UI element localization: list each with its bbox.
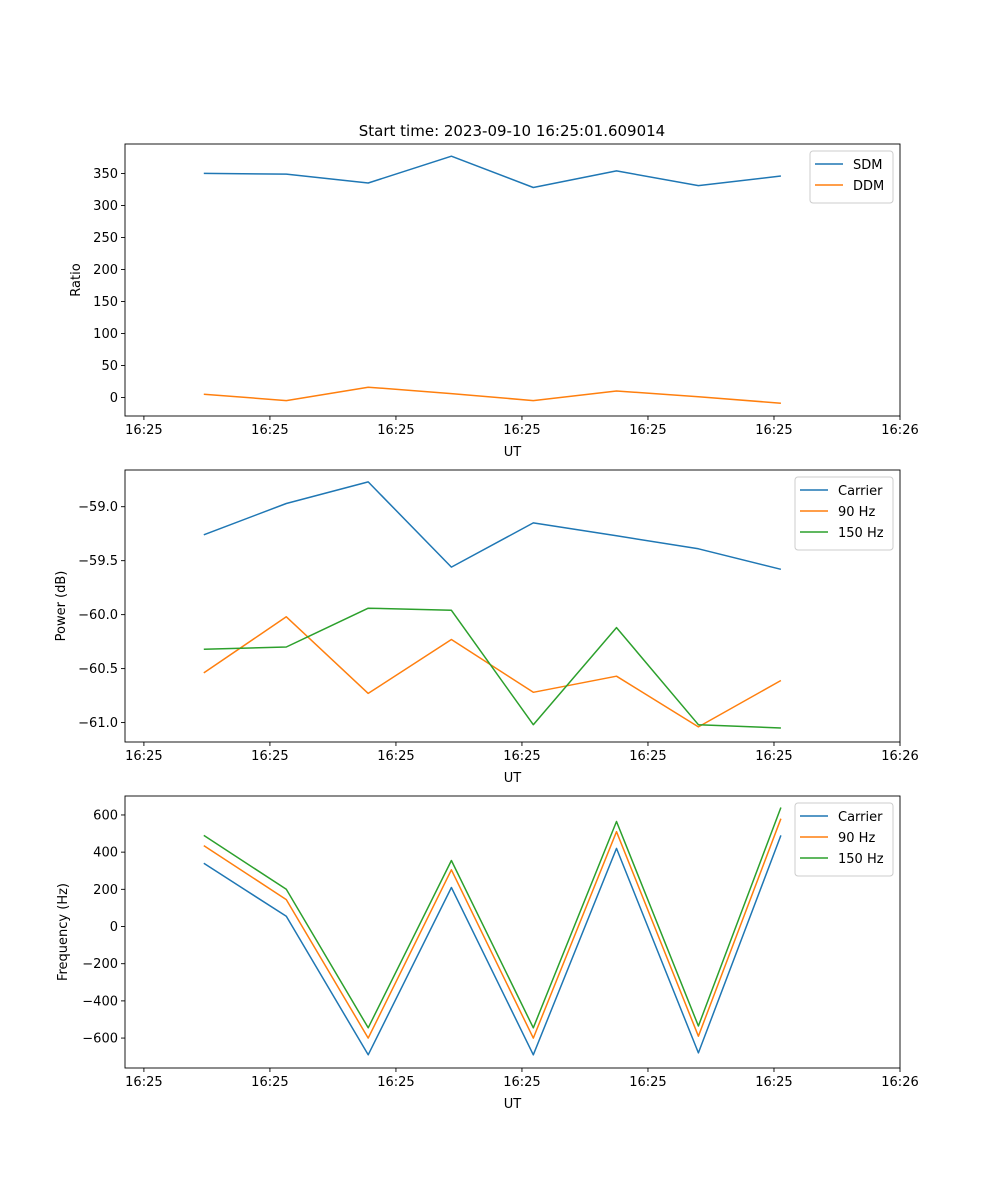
series-line-sdm bbox=[203, 155, 781, 189]
y-tick-label: 350 bbox=[93, 167, 118, 182]
y-tick-label: 0 bbox=[110, 391, 118, 406]
x-tick-label: 16:25 bbox=[755, 423, 792, 438]
y-tick-label: −59.0 bbox=[78, 500, 118, 515]
legend-label: Carrier bbox=[838, 484, 883, 499]
y-tick-label: 200 bbox=[93, 263, 118, 278]
y-tick-label: −200 bbox=[82, 957, 118, 972]
x-tick-label: 16:25 bbox=[251, 1075, 288, 1090]
y-tick-label: −60.0 bbox=[78, 608, 118, 623]
x-axis-label: UT bbox=[504, 771, 522, 786]
y-tick-label: −59.5 bbox=[78, 554, 118, 569]
x-tick-label: 16:25 bbox=[125, 1075, 162, 1090]
y-tick-label: 200 bbox=[93, 883, 118, 898]
y-tick-label: 600 bbox=[93, 808, 118, 823]
y-axis-label: Frequency (Hz) bbox=[56, 883, 71, 981]
axes-frame bbox=[124, 795, 901, 1069]
legend-label: 90 Hz bbox=[838, 831, 875, 846]
y-axis-label: Power (dB) bbox=[54, 571, 69, 642]
x-tick-label: 16:26 bbox=[881, 423, 918, 438]
x-tick-label: 16:25 bbox=[251, 749, 288, 764]
x-tick-label: 16:25 bbox=[755, 1075, 792, 1090]
x-tick-label: 16:25 bbox=[251, 423, 288, 438]
legend-label: 150 Hz bbox=[838, 526, 884, 541]
x-axis-label: UT bbox=[504, 1097, 522, 1112]
x-tick-label: 16:25 bbox=[629, 749, 666, 764]
axes-3: 16:25 16:25 16:25 16:25 16:25 16:25 16:26 UT −60… bbox=[56, 795, 919, 1112]
y-tick-label: −400 bbox=[82, 994, 118, 1009]
x-tick-label: 16:25 bbox=[629, 1075, 666, 1090]
series-line-carrier bbox=[203, 835, 782, 1056]
y-tick-label: 150 bbox=[93, 295, 118, 310]
legend: SDM DDM bbox=[809, 150, 894, 204]
y-axis-label: Ratio bbox=[69, 263, 84, 296]
legend-label: SDM bbox=[853, 158, 882, 173]
y-tick-label: −60.5 bbox=[78, 662, 118, 677]
series-line-ddm bbox=[203, 386, 781, 404]
y-tick-label: 400 bbox=[93, 846, 118, 861]
legend: Carrier 90 Hz 150 Hz bbox=[794, 802, 894, 877]
x-tick-label: 16:26 bbox=[881, 749, 918, 764]
y-tick-label: −600 bbox=[82, 1032, 118, 1047]
series-line-90-hz bbox=[203, 616, 782, 728]
x-tick-label: 16:25 bbox=[377, 1075, 414, 1090]
axes-2: 16:25 16:25 16:25 16:25 16:25 16:25 16:26 UT −61… bbox=[54, 469, 919, 786]
series-line-150-hz bbox=[203, 607, 781, 729]
y-tick-label: 100 bbox=[93, 327, 118, 342]
x-axis-label: UT bbox=[504, 445, 522, 460]
y-tick-label: 250 bbox=[93, 231, 118, 246]
y-tick-label: 0 bbox=[110, 920, 118, 935]
x-tick-label: 16:25 bbox=[125, 423, 162, 438]
axes-1: 16:25 16:25 16:25 16:25 16:25 16:25 16:26 UT 0 50… bbox=[69, 143, 919, 460]
x-tick-label: 16:25 bbox=[377, 423, 414, 438]
x-tick-label: 16:25 bbox=[503, 749, 540, 764]
x-tick-label: 16:25 bbox=[125, 749, 162, 764]
x-tick-label: 16:25 bbox=[503, 1075, 540, 1090]
legend: Carrier 90 Hz 150 Hz bbox=[794, 476, 894, 551]
y-tick-label: 300 bbox=[93, 199, 118, 214]
series-line-150-hz bbox=[203, 807, 782, 1029]
legend-label: DDM bbox=[853, 179, 884, 194]
axes-frame bbox=[124, 143, 901, 417]
y-tick-label: −61.0 bbox=[78, 716, 118, 731]
series-line-carrier bbox=[203, 481, 782, 571]
y-tick-label: 50 bbox=[101, 359, 118, 374]
x-tick-label: 16:25 bbox=[503, 423, 540, 438]
axes-frame bbox=[124, 469, 901, 743]
legend-label: Carrier bbox=[838, 810, 883, 825]
x-tick-label: 16:26 bbox=[881, 1075, 918, 1090]
x-tick-label: 16:25 bbox=[629, 423, 666, 438]
x-tick-label: 16:25 bbox=[377, 749, 414, 764]
legend-label: 90 Hz bbox=[838, 505, 875, 520]
legend-label: 150 Hz bbox=[838, 852, 884, 867]
x-tick-label: 16:25 bbox=[755, 749, 792, 764]
series-line-90-hz bbox=[203, 818, 782, 1039]
figure-title: Start time: 2023-09-10 16:25:01.609014 bbox=[359, 122, 665, 140]
